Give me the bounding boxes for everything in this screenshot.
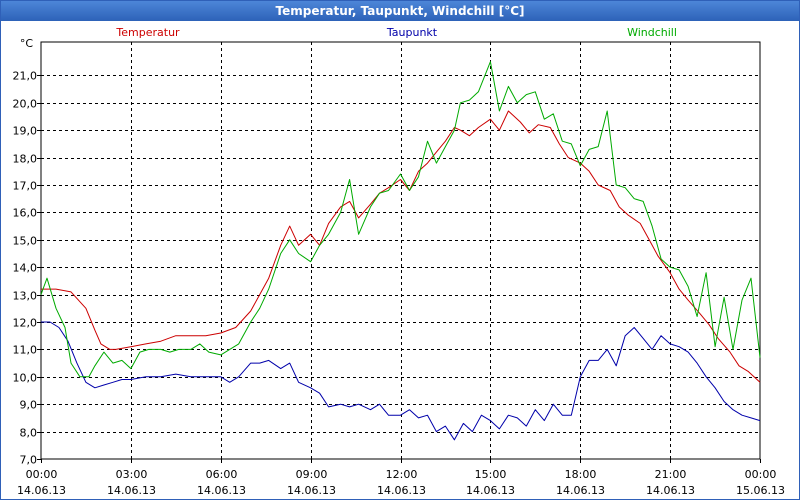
x-tick-date: 14.06.13	[17, 484, 66, 497]
x-tick-date: 14.06.13	[287, 484, 336, 497]
y-axis-label: °C	[20, 37, 34, 50]
x-tick-time: 00:00	[745, 468, 777, 481]
y-tick-label: 18,0	[13, 153, 38, 166]
x-tick-time: 18:00	[565, 468, 597, 481]
x-tick-time: 03:00	[116, 468, 148, 481]
legend-taupunkt: Taupunkt	[386, 26, 438, 39]
legend-windchill: Windchill	[627, 26, 677, 39]
y-tick-label: 19,0	[13, 125, 38, 138]
x-tick-date: 15.06.13	[736, 484, 785, 497]
y-tick-label: 16,0	[13, 207, 38, 220]
x-tick-time: 06:00	[206, 468, 238, 481]
y-tick-label: 9,0	[20, 399, 38, 412]
series-line-taupunkt	[41, 321, 761, 441]
y-tick-label: 14,0	[13, 262, 38, 275]
series-line-windchill	[40, 61, 761, 378]
x-tick-date: 14.06.13	[466, 484, 515, 497]
x-tick-date: 14.06.13	[107, 484, 156, 497]
y-tick-label: 20,0	[13, 98, 38, 111]
y-tick-label: 10,0	[13, 372, 38, 385]
x-tick-date: 14.06.13	[197, 484, 246, 497]
legend-temperatur: Temperatur	[115, 26, 180, 39]
window-title: Temperatur, Taupunkt, Windchill [°C]	[1, 1, 799, 21]
y-tick-label: 15,0	[13, 235, 38, 248]
x-tick-date: 14.06.13	[377, 484, 426, 497]
x-tick-date: 14.06.13	[646, 484, 695, 497]
y-tick-label: 8,0	[20, 427, 38, 440]
y-tick-label: 17,0	[13, 180, 38, 193]
y-tick-label: 13,0	[13, 290, 38, 303]
y-tick-label: 11,0	[13, 344, 38, 357]
y-tick-label: 12,0	[13, 317, 38, 330]
y-tick-label: 7,0	[20, 454, 38, 467]
x-tick-time: 12:00	[386, 468, 418, 481]
x-tick-time: 15:00	[475, 468, 507, 481]
x-tick-time: 21:00	[655, 468, 687, 481]
series-line-temperatur	[41, 110, 761, 383]
x-tick-time: 00:00	[26, 468, 58, 481]
x-tick-time: 09:00	[296, 468, 328, 481]
y-tick-label: 21,0	[13, 70, 38, 83]
x-tick-date: 14.06.13	[556, 484, 605, 497]
plot-area	[40, 41, 761, 460]
